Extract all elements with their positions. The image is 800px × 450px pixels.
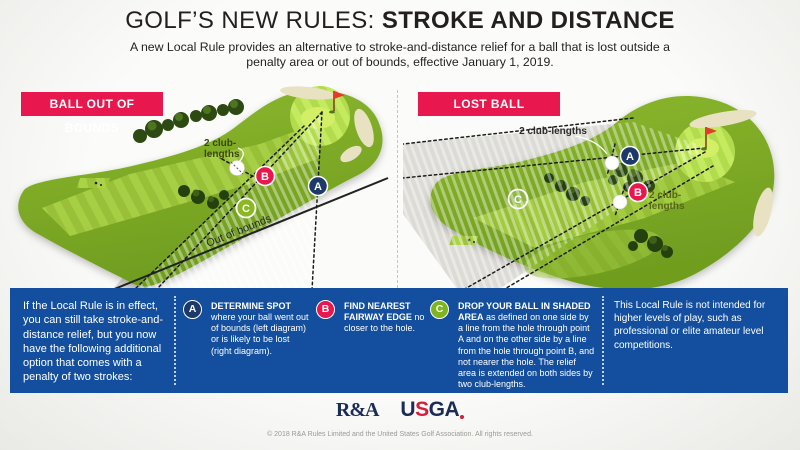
bunkers — [280, 86, 374, 163]
legend-item-a: DETERMINE SPOT where your ball went out … — [211, 301, 309, 356]
dotted-divider — [602, 296, 604, 385]
panel-label-ball-out-of-bounds: BALL OUT OF BOUNDS — [21, 92, 163, 135]
legend-item-b: FIND NEAREST FAIRWAY EDGE no closer to t… — [344, 301, 425, 334]
svg-text:B: B — [261, 171, 269, 183]
usga-reg-dot — [460, 415, 465, 419]
golf-ball-icon — [229, 160, 245, 176]
marker-b: B — [254, 165, 276, 187]
golf-ball-icon-2 — [612, 194, 628, 210]
marker-a: A — [307, 175, 329, 197]
flag-icon — [329, 91, 345, 114]
label-leader-line — [237, 147, 244, 163]
trees-upper — [133, 99, 244, 143]
fairway-stripes — [42, 126, 320, 236]
trees-lower — [178, 185, 229, 209]
diagram-lost-ball: 2 club-lengths 2 club- lengths A B C — [403, 95, 775, 290]
svg-text:C: C — [514, 194, 522, 206]
ra-logo: R&A — [335, 398, 380, 421]
club-lengths-label-b: 2 club- lengths — [649, 190, 685, 212]
flag-icon — [701, 127, 717, 151]
club-lengths-label-top: 2 club-lengths — [519, 126, 587, 137]
legend-item-c: DROP YOUR BALL IN SHADED AREA as defined… — [458, 301, 595, 390]
legend-marker-c: C — [430, 300, 449, 319]
out-of-bounds-line — [111, 177, 389, 290]
page-title: GOLF’S NEW RULES: STROKE AND DISTANCE — [0, 7, 800, 35]
trees-lower — [628, 229, 673, 258]
info-intro: If the Local Rule is in effect, you can … — [23, 300, 164, 384]
panel-label-lost-ball: LOST BALL — [418, 92, 560, 116]
marker-b: B — [627, 181, 649, 203]
marker-a: A — [619, 145, 641, 167]
label-leader-line — [574, 135, 608, 155]
header: GOLF’S NEW RULES: STROKE AND DISTANCE A … — [0, 7, 800, 71]
diagram-ball-out-of-bounds: 2 club- lengths Out of bounds B A C — [18, 86, 389, 290]
svg-text:A: A — [314, 181, 322, 193]
svg-text:B: B — [634, 187, 642, 199]
panel-divider — [397, 90, 398, 288]
info-note: This Local Rule is not intended for high… — [614, 300, 766, 351]
sight-lines — [403, 117, 714, 290]
copyright: © 2018 R&A Rules Limited and the United … — [267, 431, 533, 438]
marker-c: C — [235, 197, 257, 219]
fairway-stripes-lower — [524, 229, 662, 279]
title-bold: STROKE AND DISTANCE — [381, 7, 675, 34]
svg-text:C: C — [242, 203, 250, 215]
page-subtitle: A new Local Rule provides an alternative… — [130, 40, 670, 70]
svg-text:A: A — [626, 151, 634, 163]
legend-marker-a: A — [183, 300, 202, 319]
tee-box — [76, 178, 111, 188]
marker-c: C — [507, 188, 529, 210]
club-lengths-label: 2 club- lengths — [204, 138, 240, 160]
info-bar: If the Local Rule is in effect, you can … — [10, 288, 788, 393]
bunkers — [689, 109, 773, 237]
legend-marker-b: B — [316, 300, 335, 319]
golf-ball-icon — [604, 155, 620, 171]
title-regular: GOLF’S NEW RULES: — [125, 7, 382, 34]
dotted-divider — [174, 296, 176, 385]
